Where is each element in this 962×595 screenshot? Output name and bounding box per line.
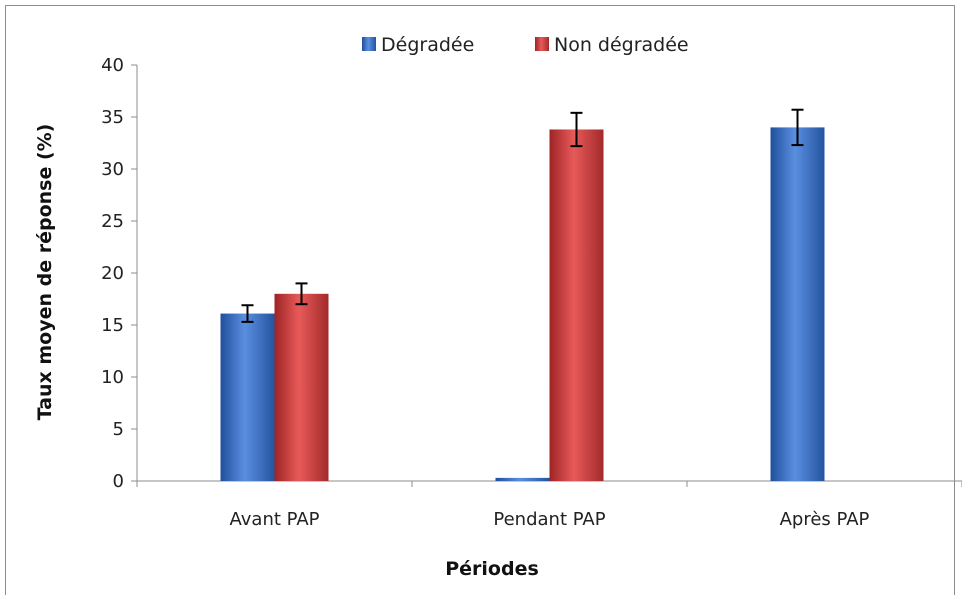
bar	[274, 293, 329, 481]
y-tick-label: 20	[101, 263, 124, 284]
legend-item-degradee: Dégradée	[362, 34, 474, 56]
bar	[220, 313, 275, 481]
x-axis-title: Périodes	[445, 558, 539, 580]
y-tick-label: 15	[101, 315, 124, 336]
y-tick-label: 30	[101, 159, 124, 180]
bar	[495, 477, 550, 481]
legend-label-degradee: Dégradée	[381, 34, 474, 56]
y-tick-label: 5	[113, 419, 124, 440]
bars	[220, 127, 825, 482]
bar-chart: Dégradée Non dégradée 0 5 10 15 20 25 30 35 40 A…	[34, 34, 962, 580]
x-tick-label: Avant PAP	[230, 509, 320, 530]
legend-swatch-degradee	[362, 37, 376, 51]
x-tick-label: Après PAP	[780, 509, 870, 530]
y-tick-label: 40	[101, 55, 124, 76]
legend-item-non-degradee: Non dégradée	[535, 34, 689, 56]
y-axis: 0 5 10 15 20 25 30 35 40	[101, 55, 138, 492]
x-axis: Avant PAP Pendant PAP Après PAP	[136, 480, 962, 530]
x-tick-label: Pendant PAP	[493, 509, 605, 530]
y-tick-label: 25	[101, 211, 124, 232]
error-bars	[241, 108, 804, 323]
y-tick-label: 35	[101, 107, 124, 128]
y-tick-label: 10	[101, 367, 124, 388]
legend-label-non-degradee: Non dégradée	[554, 34, 689, 56]
y-axis-title: Taux moyen de réponse (%)	[34, 124, 56, 421]
bar	[770, 127, 825, 482]
legend: Dégradée Non dégradée	[362, 34, 689, 56]
y-tick-label: 0	[113, 471, 124, 492]
bar	[549, 129, 604, 482]
legend-swatch-non-degradee	[535, 37, 549, 51]
